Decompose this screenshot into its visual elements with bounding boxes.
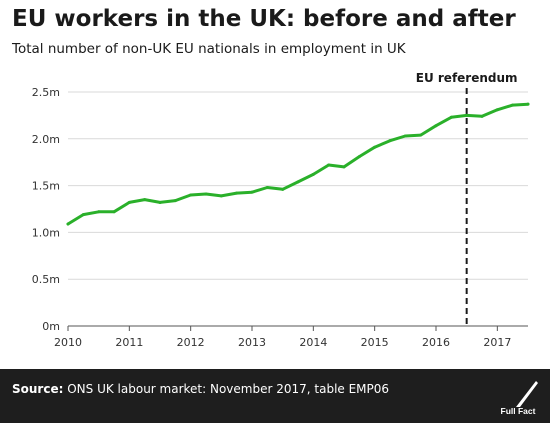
y-tick-label: 2.5m [32,86,60,99]
data-point [388,139,392,143]
data-point [465,113,469,117]
annotations: EU referendum [416,71,518,326]
data-point [357,155,361,159]
data-point [296,180,300,184]
data-point [449,115,453,119]
data-point [235,191,239,195]
x-tick-label: 2012 [177,336,205,349]
source-label: Source: [12,382,64,396]
data-point [219,194,223,198]
x-tick-label: 2010 [54,336,82,349]
x-tick-label: 2013 [238,336,266,349]
data-point [81,213,85,217]
data-point [311,172,315,176]
y-tick-label: 0.5m [32,273,60,286]
source-note: Source: ONS UK labour market: November 2… [12,382,389,396]
data-point [511,103,515,107]
data-point [158,200,162,204]
data-point [526,102,530,106]
y-tick-label: 1.0m [32,226,60,239]
data-point [143,198,147,202]
series [66,102,530,226]
full-fact-logo-icon: Full Fact [501,381,538,416]
y-tick-label: 2.0m [32,133,60,146]
data-point [419,133,423,137]
axes: 0m 0.5m 1.0m 1.5m 2.0m 2.5m 2010 2011 2012 2013 20… [32,86,528,349]
data-point [112,210,116,214]
data-point [327,163,331,167]
data-point [342,165,346,169]
data-point [373,145,377,149]
data-point [480,114,484,118]
x-tick-label: 2017 [483,336,511,349]
footer-bar: Source: ONS UK labour market: November 2… [0,369,550,423]
data-point [434,124,438,128]
line-chart: 0m 0.5m 1.0m 1.5m 2.0m 2.5m 2010 2011 2012 2013 20… [32,71,530,349]
data-point [66,222,70,226]
data-point [403,134,407,138]
y-tick-label: 0m [42,320,60,333]
source-text: ONS UK labour market: November 2017, tab… [63,382,390,396]
gridlines [68,91,528,280]
data-point [204,192,208,196]
data-point [265,185,269,189]
data-point [173,199,177,203]
data-point [495,108,499,112]
x-tick-label: 2016 [422,336,450,349]
svg-text:Full Fact: Full Fact [501,406,536,416]
data-point [127,200,131,204]
chart-subtitle: Total number of non-UK EU nationals in e… [12,41,406,57]
data-point [250,190,254,194]
eu-workers-series-line [66,102,530,226]
chart-title: EU workers in the UK: before and after [12,6,516,32]
x-tick-label: 2014 [299,336,327,349]
data-point [281,187,285,191]
data-point [189,193,193,197]
x-tick-label: 2011 [115,336,143,349]
data-point [97,210,101,214]
y-tick-label: 1.5m [32,180,60,193]
referendum-label: EU referendum [416,71,518,85]
x-tick-label: 2015 [361,336,389,349]
